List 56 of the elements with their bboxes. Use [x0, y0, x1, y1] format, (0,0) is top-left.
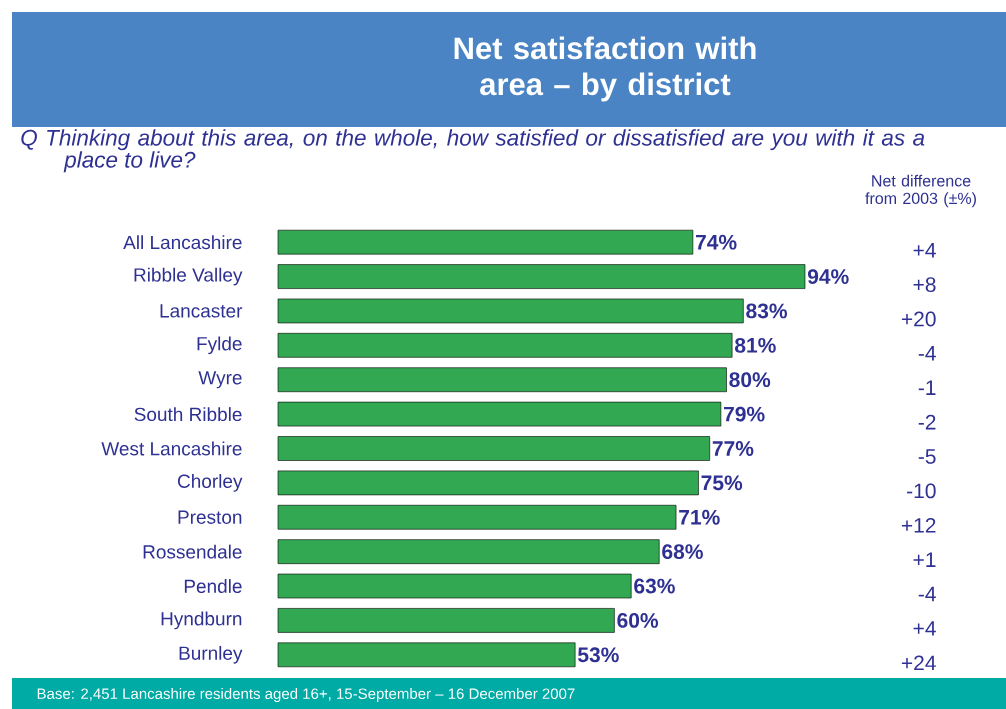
text: +1	[913, 552, 936, 567]
bar	[277, 608, 615, 633]
bar	[277, 470, 699, 496]
text: -4	[918, 586, 936, 602]
text: +24	[901, 655, 936, 671]
bar	[277, 573, 632, 599]
data-label: 68%	[662, 544, 703, 560]
data-label: 81%	[734, 337, 776, 353]
bar	[277, 264, 806, 289]
data-label: 79%	[724, 406, 765, 422]
text: -4	[918, 346, 936, 361]
bar	[277, 642, 576, 668]
data-label: 63%	[634, 578, 675, 594]
data-label: 71%	[679, 509, 720, 525]
y-tick-label: Wyre	[198, 371, 242, 389]
text: Base: 2,451 Lancashire residents aged 16+, 15-September – 16 December 2007	[37, 687, 575, 702]
bar	[277, 229, 694, 255]
text: -1	[918, 380, 936, 395]
bar	[277, 367, 727, 393]
bar	[277, 333, 733, 358]
chart-subtitle: Q Thinking about this area, on the whole, how satisfied or dissatisfied are you with it as a place to live?	[21, 129, 925, 173]
text: Net difference from 2003 (±%)	[865, 174, 976, 208]
y-tick-label: South Ribble	[134, 407, 242, 422]
data-label: 53%	[577, 647, 619, 663]
y-tick-label: Ribble Valley	[134, 267, 243, 286]
text: +12	[901, 517, 936, 533]
bar	[277, 504, 677, 530]
data-label: 80%	[729, 372, 771, 388]
bar	[277, 298, 744, 324]
y-tick-label: All Lancashire	[123, 235, 242, 250]
y-tick-label: Rossendale	[143, 544, 242, 559]
data-label: 94%	[807, 269, 849, 284]
data-label: 74%	[695, 234, 737, 250]
bar	[277, 401, 722, 427]
y-tick-label: West Lancashire	[101, 441, 242, 456]
y-tick-label: Preston	[178, 510, 242, 524]
text: -2	[918, 414, 936, 430]
data-label: 75%	[701, 475, 743, 491]
bar	[277, 436, 710, 461]
data-label: 77%	[712, 441, 754, 456]
y-tick-label: Pendle	[184, 579, 242, 594]
text: +8	[913, 277, 936, 293]
text: -5	[918, 449, 936, 464]
y-tick-label: Lancaster	[160, 304, 243, 318]
bar	[277, 539, 660, 564]
data-label: 60%	[617, 612, 659, 628]
y-tick-label: Burnley	[179, 645, 243, 664]
text: -10	[907, 483, 936, 499]
text: +20	[901, 311, 936, 327]
y-tick-label: Hyndburn	[161, 611, 242, 630]
chart-title: Net satisfaction with area – by district	[454, 36, 756, 102]
text: +4	[913, 242, 936, 258]
y-tick-label: Chorley	[177, 474, 243, 492]
y-tick-label: Fylde	[197, 336, 242, 355]
data-label: 83%	[746, 303, 788, 319]
text: +4	[913, 621, 936, 636]
